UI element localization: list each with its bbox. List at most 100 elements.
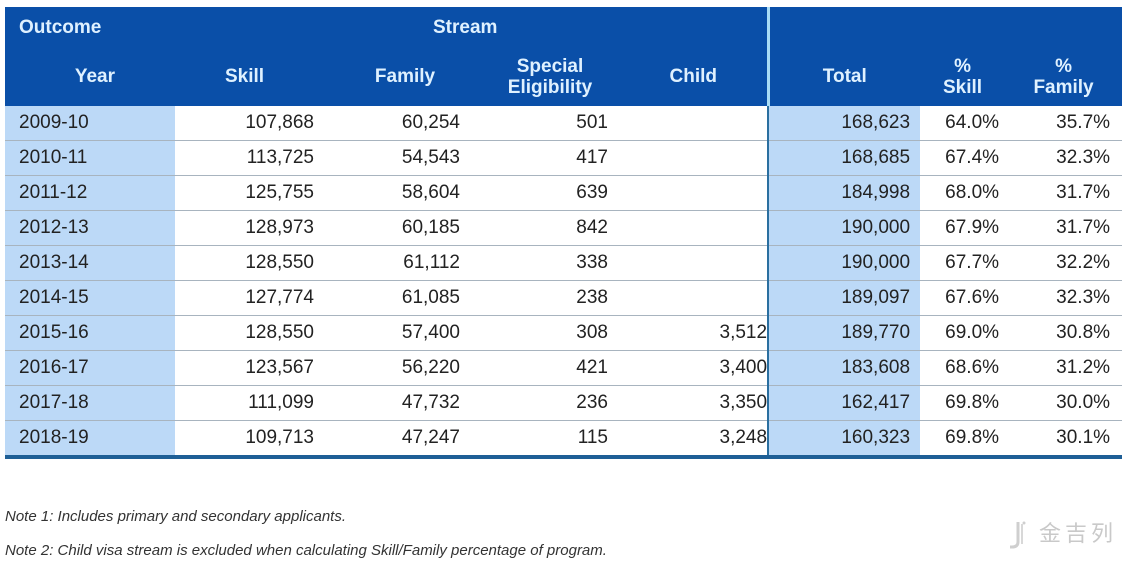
cell-skill: 125,755 bbox=[175, 175, 330, 211]
cell-special: 421 bbox=[480, 350, 620, 386]
header-skill: Skill bbox=[175, 47, 330, 106]
cell-year: 2014-15 bbox=[5, 280, 175, 316]
cell-skill: 127,774 bbox=[175, 280, 330, 316]
cell-family: 47,732 bbox=[330, 385, 480, 421]
cell-total: 168,623 bbox=[767, 106, 921, 141]
cell-total: 190,000 bbox=[767, 245, 921, 281]
cell-year: 2011-12 bbox=[5, 175, 175, 211]
cell-pct-family: 31.7% bbox=[1005, 210, 1123, 246]
cell-pct-family: 30.1% bbox=[1005, 420, 1123, 459]
cell-family: 61,085 bbox=[330, 280, 480, 316]
header-pct-skill-line1: % bbox=[954, 55, 971, 77]
cell-family: 47,247 bbox=[330, 420, 480, 459]
table-row: 2013-14 128,550 61,112 338 190,000 67.7% 32.2% bbox=[5, 245, 1123, 281]
cell-year: 2013-14 bbox=[5, 245, 175, 281]
cell-pct-family: 30.8% bbox=[1005, 315, 1123, 351]
header-pct-skill: % Skill bbox=[920, 47, 1006, 106]
cell-family: 57,400 bbox=[330, 315, 480, 351]
cell-year: 2016-17 bbox=[5, 350, 175, 386]
cell-pct-family: 32.3% bbox=[1005, 280, 1123, 316]
header-total: Total bbox=[766, 47, 921, 106]
cell-special: 842 bbox=[480, 210, 620, 246]
cell-total: 189,770 bbox=[767, 315, 921, 351]
cell-special: 238 bbox=[480, 280, 620, 316]
header-empty bbox=[766, 7, 1123, 47]
cell-total: 162,417 bbox=[767, 385, 921, 421]
cell-child bbox=[620, 140, 769, 176]
cell-year: 2009-10 bbox=[5, 106, 175, 141]
note-1: Note 1: Includes primary and secondary a… bbox=[5, 508, 347, 525]
migration-outcome-table-container: Outcome Stream Year Skill Family Special… bbox=[5, 7, 1123, 459]
header-row-group: Outcome Stream bbox=[5, 7, 1123, 47]
table-row: 2017-18 111,099 47,732 236 3,350 162,417 69.8%… bbox=[5, 385, 1123, 421]
cell-child: 3,400 bbox=[620, 350, 769, 386]
table-row: 2009-10 107,868 60,254 501 168,623 64.0% 35.7% bbox=[5, 106, 1123, 141]
header-row-columns: Year Skill Family Special Eligibility Ch… bbox=[5, 47, 1123, 106]
header-year: Year bbox=[5, 47, 175, 106]
cell-special: 308 bbox=[480, 315, 620, 351]
header-child: Child bbox=[620, 47, 769, 106]
header-special-eligibility: Special Eligibility bbox=[480, 47, 620, 106]
cell-pct-skill: 67.9% bbox=[920, 210, 1006, 246]
cell-special: 338 bbox=[480, 245, 620, 281]
cell-child bbox=[620, 280, 769, 316]
table-body: 2009-10 107,868 60,254 501 168,623 64.0% 35.7%… bbox=[5, 106, 1123, 459]
cell-pct-family: 35.7% bbox=[1005, 106, 1123, 141]
header-pct-family-line1: % bbox=[1055, 55, 1072, 77]
cell-skill: 113,725 bbox=[175, 140, 330, 176]
cell-pct-skill: 69.8% bbox=[920, 385, 1006, 421]
note-2: Note 2: Child visa stream is excluded wh… bbox=[5, 542, 607, 559]
cell-pct-skill: 64.0% bbox=[920, 106, 1006, 141]
header-pct-skill-line2: Skill bbox=[943, 76, 983, 98]
header-outcome: Outcome bbox=[5, 7, 175, 47]
watermark-logo-icon bbox=[1010, 521, 1026, 549]
cell-pct-family: 30.0% bbox=[1005, 385, 1123, 421]
cell-family: 54,543 bbox=[330, 140, 480, 176]
cell-year: 2015-16 bbox=[5, 315, 175, 351]
table-header: Outcome Stream Year Skill Family Special… bbox=[5, 7, 1123, 106]
cell-child: 3,248 bbox=[620, 420, 769, 459]
cell-special: 115 bbox=[480, 420, 620, 459]
cell-pct-skill: 67.6% bbox=[920, 280, 1006, 316]
cell-total: 160,323 bbox=[767, 420, 921, 459]
cell-family: 60,254 bbox=[330, 106, 480, 141]
cell-total: 189,097 bbox=[767, 280, 921, 316]
cell-skill: 128,973 bbox=[175, 210, 330, 246]
cell-pct-skill: 68.6% bbox=[920, 350, 1006, 386]
cell-year: 2018-19 bbox=[5, 420, 175, 459]
cell-pct-skill: 69.8% bbox=[920, 420, 1006, 459]
migration-outcome-table: Outcome Stream Year Skill Family Special… bbox=[5, 7, 1123, 459]
cell-special: 417 bbox=[480, 140, 620, 176]
cell-skill: 107,868 bbox=[175, 106, 330, 141]
cell-skill: 109,713 bbox=[175, 420, 330, 459]
cell-special: 236 bbox=[480, 385, 620, 421]
cell-total: 190,000 bbox=[767, 210, 921, 246]
table-row: 2014-15 127,774 61,085 238 189,097 67.6% 32.3% bbox=[5, 280, 1123, 316]
cell-total: 168,685 bbox=[767, 140, 921, 176]
cell-child bbox=[620, 106, 769, 141]
cell-child: 3,512 bbox=[620, 315, 769, 351]
watermark: 金吉列 bbox=[1008, 516, 1117, 550]
cell-year: 2012-13 bbox=[5, 210, 175, 246]
cell-pct-family: 32.3% bbox=[1005, 140, 1123, 176]
cell-child bbox=[620, 175, 769, 211]
header-special-line1: Special bbox=[516, 55, 584, 77]
header-special-line2: Eligibility bbox=[507, 76, 593, 98]
cell-family: 60,185 bbox=[330, 210, 480, 246]
notes: Note 1: Includes primary and secondary a… bbox=[5, 508, 607, 576]
header-pct-family: % Family bbox=[1005, 47, 1123, 106]
cell-pct-skill: 68.0% bbox=[920, 175, 1006, 211]
cell-year: 2017-18 bbox=[5, 385, 175, 421]
cell-child bbox=[620, 210, 769, 246]
cell-child: 3,350 bbox=[620, 385, 769, 421]
table-row: 2018-19 109,713 47,247 115 3,248 160,323 69.8%… bbox=[5, 420, 1123, 459]
watermark-text: 金吉列 bbox=[1039, 522, 1118, 547]
table-row: 2012-13 128,973 60,185 842 190,000 67.9% 31.7% bbox=[5, 210, 1123, 246]
cell-skill: 111,099 bbox=[175, 385, 330, 421]
cell-skill: 123,567 bbox=[175, 350, 330, 386]
table-row: 2011-12 125,755 58,604 639 184,998 68.0% 31.7% bbox=[5, 175, 1123, 211]
cell-special: 501 bbox=[480, 106, 620, 141]
cell-family: 56,220 bbox=[330, 350, 480, 386]
table-row: 2015-16 128,550 57,400 308 3,512 189,770 69.0%… bbox=[5, 315, 1123, 351]
header-family: Family bbox=[330, 47, 480, 106]
